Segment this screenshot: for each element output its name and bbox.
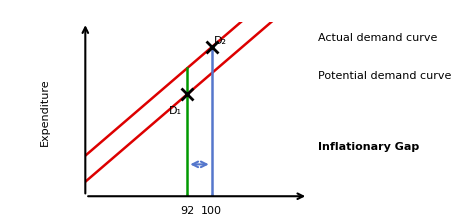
Text: Income (Billion $): Income (Billion $) xyxy=(144,222,242,223)
Text: 100: 100 xyxy=(201,206,222,216)
Text: D₁: D₁ xyxy=(169,106,182,116)
Text: Inflationary Gap: Inflationary Gap xyxy=(318,142,419,152)
Text: D₂: D₂ xyxy=(213,36,227,46)
Text: Actual demand curve: Actual demand curve xyxy=(318,33,437,43)
Text: 92: 92 xyxy=(180,206,194,216)
Text: Expenditure: Expenditure xyxy=(39,78,49,146)
Text: Potential demand curve: Potential demand curve xyxy=(318,71,451,81)
